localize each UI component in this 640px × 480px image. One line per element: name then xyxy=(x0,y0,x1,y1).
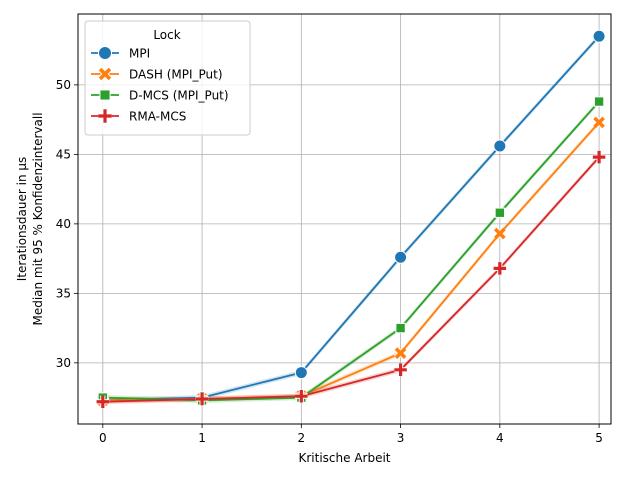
y-axis-label-line-1: Iterationsdauer in µs xyxy=(15,157,29,282)
legend-label-3: RMA-MCS xyxy=(129,110,186,124)
y-tick-label: 30 xyxy=(56,356,71,370)
x-tick-label: 4 xyxy=(496,431,504,445)
legend-marker-0 xyxy=(98,46,112,60)
y-axis-ticks: 30 35 40 45 50 xyxy=(56,78,78,370)
data-point-3 xyxy=(96,395,110,409)
series-markers xyxy=(96,29,606,409)
y-axis-label-line-2: Median mit 95 % Konfidenzintervall xyxy=(31,112,45,325)
data-point-1 xyxy=(394,346,408,360)
legend-marker-1 xyxy=(98,67,112,81)
axes-frame xyxy=(77,13,612,425)
data-point-1 xyxy=(493,227,507,241)
legend-label-0: MPI xyxy=(129,47,150,61)
legend: Lock MPI DASH (MPI_Put) D-MCS (MPI_Put) RMA… xyxy=(84,20,251,136)
legend-items: MPI DASH (MPI_Put) D-MCS (MPI_Put) RMA-MCS xyxy=(91,46,229,124)
series-line-2 xyxy=(102,100,600,402)
x-tick-label: 5 xyxy=(595,431,603,445)
x-tick-label: 2 xyxy=(298,431,306,445)
series-lines xyxy=(102,35,600,403)
legend-marker-2 xyxy=(99,89,111,101)
data-point-0 xyxy=(394,250,408,264)
x-tick-label: 1 xyxy=(198,431,206,445)
legend-label-1: DASH (MPI_Put) xyxy=(129,68,223,82)
confidence-band-2 xyxy=(102,99,600,403)
data-point-3 xyxy=(493,262,507,275)
y-tick-label: 35 xyxy=(56,286,71,300)
data-point-2 xyxy=(593,96,605,107)
series-line-0 xyxy=(102,35,600,402)
legend-box xyxy=(84,20,251,136)
data-point-0 xyxy=(592,29,606,43)
series-line-1 xyxy=(102,121,600,402)
y-tick-label: 45 xyxy=(56,147,71,161)
legend-title: Lock xyxy=(153,28,180,42)
data-point-3 xyxy=(195,392,209,406)
x-tick-label: 3 xyxy=(397,431,405,445)
data-point-3 xyxy=(394,363,407,377)
data-point-1 xyxy=(592,115,606,129)
data-point-2 xyxy=(494,207,506,218)
y-tick-label: 50 xyxy=(56,78,71,92)
confidence-band-3 xyxy=(102,154,600,405)
x-axis-label: Kritische Arbeit xyxy=(298,451,390,465)
data-point-2 xyxy=(395,322,406,334)
x-tick-label: 0 xyxy=(99,431,107,445)
series-line-3 xyxy=(102,156,600,403)
data-point-0 xyxy=(294,366,308,380)
y-tick-label: 40 xyxy=(56,217,71,231)
data-point-0 xyxy=(493,139,507,153)
x-axis-ticks: 0 1 2 3 4 5 xyxy=(99,424,603,445)
legend-marker-3 xyxy=(98,109,112,123)
legend-label-2: D-MCS (MPI_Put) xyxy=(129,89,229,103)
data-point-3 xyxy=(592,150,606,164)
data-point-3 xyxy=(295,389,308,403)
